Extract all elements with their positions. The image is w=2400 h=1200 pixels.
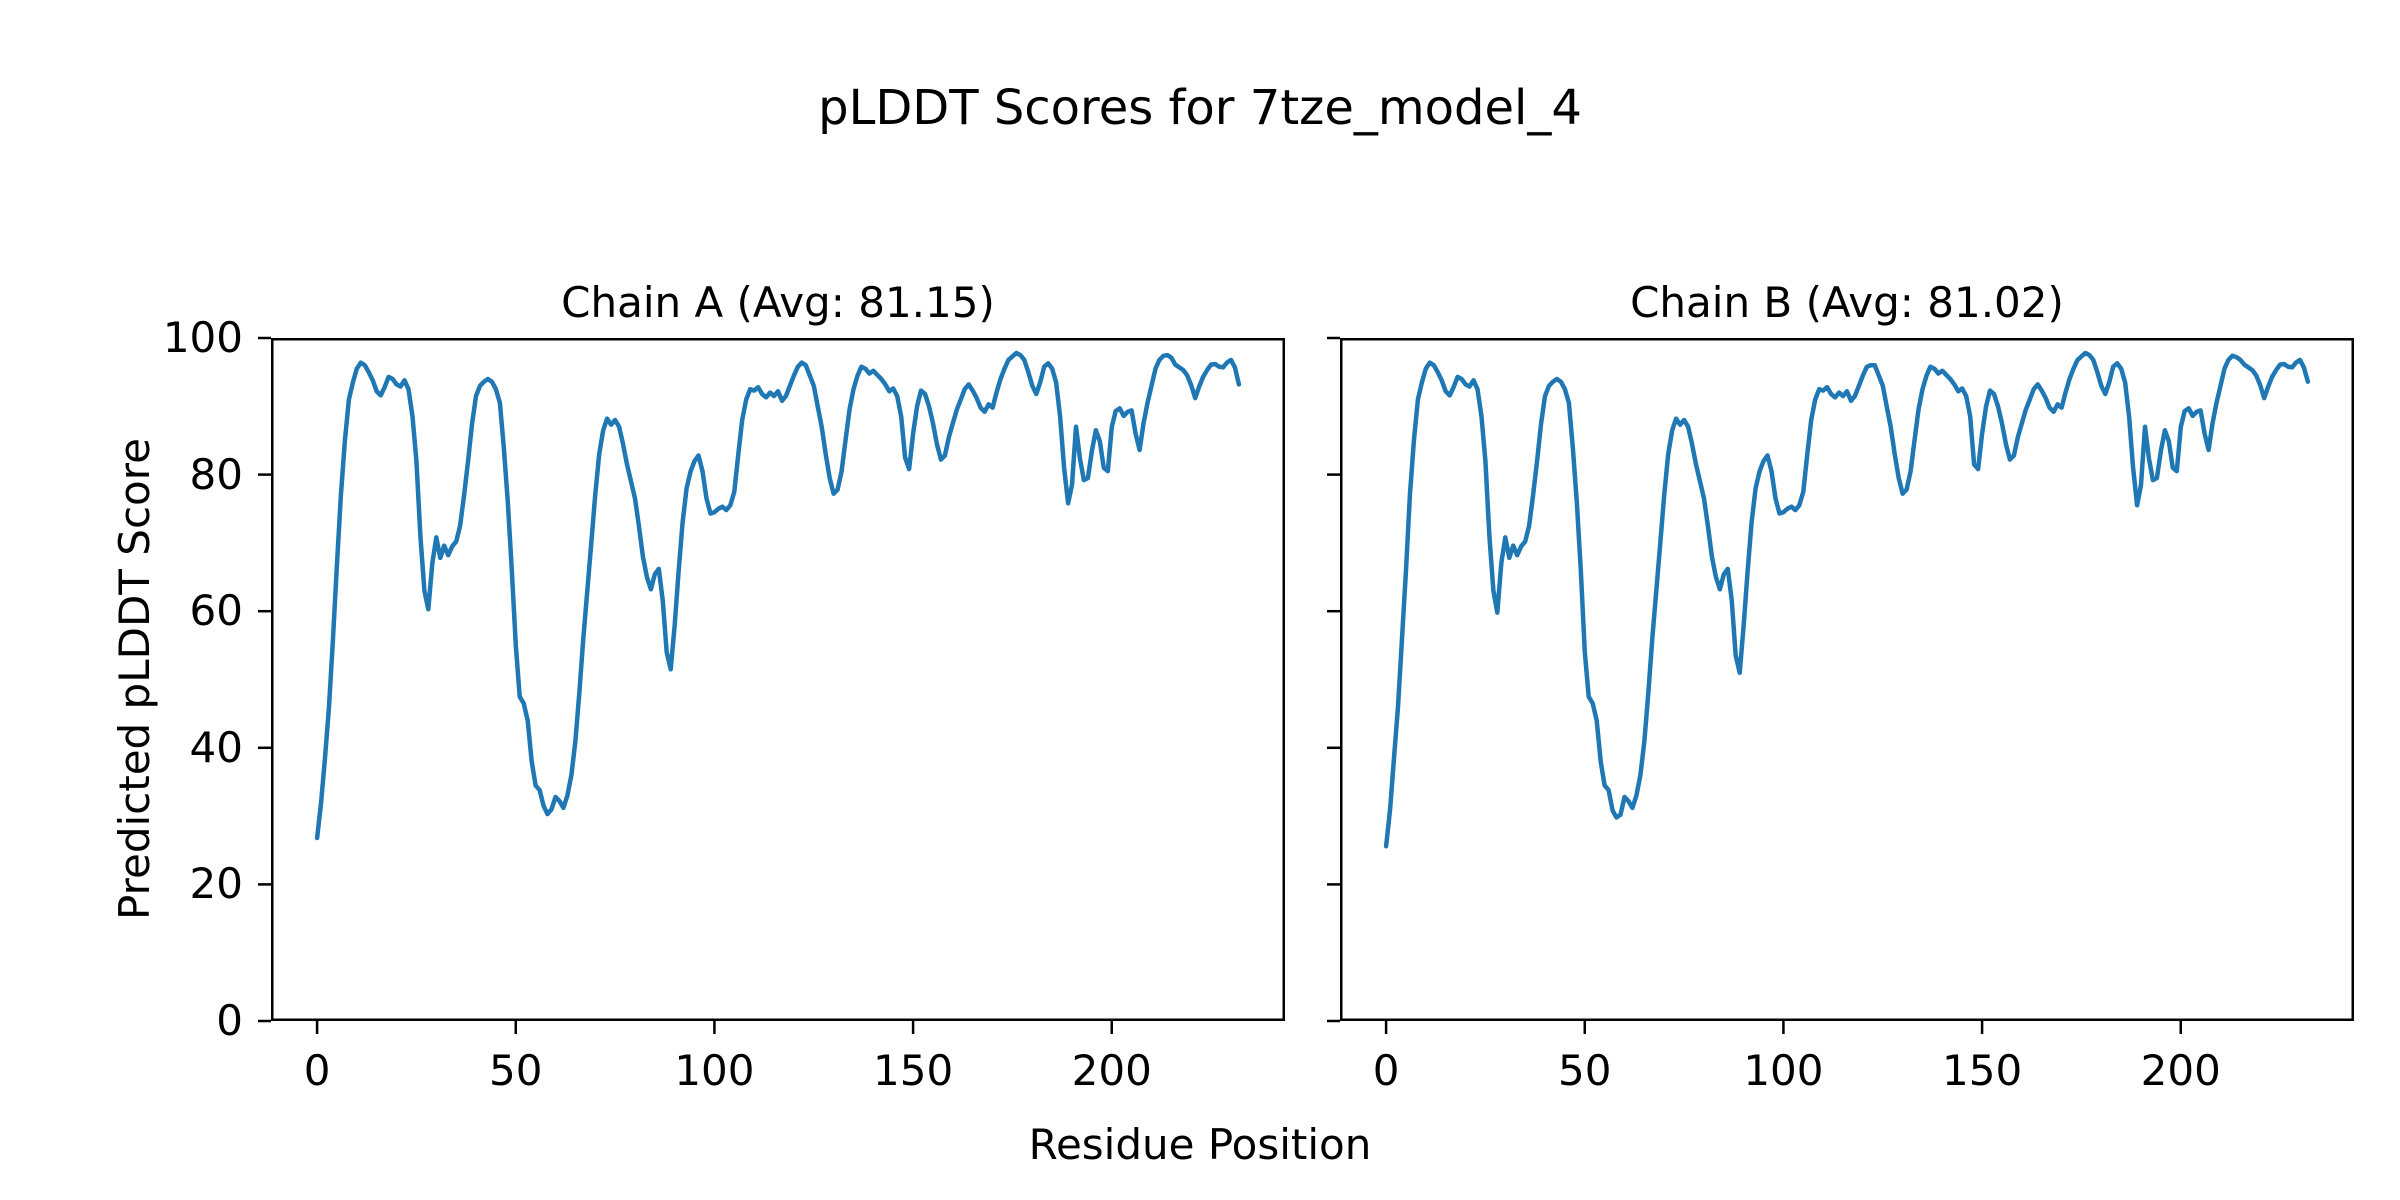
plot-chain-a: Chain A (Avg: 81.15) 0 50 100 150 200 0 20 40 60…: [163, 279, 1285, 1092]
plot-chain-b-title: Chain B (Avg: 81.02): [1630, 278, 2064, 327]
x-tick-label: 0: [1372, 1046, 1400, 1095]
axes-spines: [271, 338, 1285, 1021]
x-tick-label: 100: [1743, 1046, 1824, 1095]
plddt-line-chain-b: [1383, 350, 2311, 849]
plot-chain-b: Chain B (Avg: 81.02) 0 50 100 150 200: [1327, 279, 2354, 1092]
x-tick-label: 100: [674, 1046, 755, 1095]
axes-spines: [1340, 338, 2354, 1021]
y-tick-label: 60: [189, 586, 243, 636]
x-tick-label: 150: [873, 1046, 954, 1095]
y-tick-label: 80: [189, 449, 243, 499]
figure-suptitle: pLDDT Scores for 7tze_model_4: [818, 80, 1582, 136]
y-tick-label: 0: [216, 996, 243, 1045]
x-tick-label: 200: [1071, 1046, 1152, 1095]
plot-area: [1327, 336, 2354, 1034]
y-tick-label: 40: [189, 722, 243, 772]
x-tick-label: 50: [1558, 1046, 1612, 1095]
plot-chain-a-title: Chain A (Avg: 81.15): [561, 278, 995, 327]
x-tick-label: 200: [2140, 1046, 2221, 1095]
plot-area: [258, 336, 1285, 1034]
x-tick-label: 150: [1942, 1046, 2023, 1095]
x-tick-label: 0: [303, 1046, 331, 1095]
y-tick-label: 20: [189, 859, 243, 909]
plddt-line-chain-a: [314, 350, 1242, 841]
x-tick-label: 50: [489, 1046, 543, 1095]
x-axis-label: Residue Position: [1028, 1120, 1372, 1169]
y-tick-label: 100: [162, 313, 243, 362]
